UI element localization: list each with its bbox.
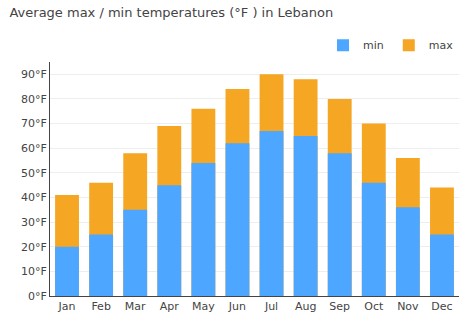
svg-text:Jan: Jan (58, 300, 76, 313)
svg-text:Jun: Jun (228, 300, 246, 313)
svg-text:Feb: Feb (91, 300, 110, 313)
svg-text:Mar: Mar (125, 300, 146, 313)
svg-text:May: May (192, 300, 215, 313)
svg-text:Average max / min temperatures: Average max / min temperatures (°F ) in … (9, 5, 333, 20)
svg-text:60°F: 60°F (21, 142, 47, 155)
svg-text:30°F: 30°F (21, 216, 47, 229)
svg-text:Oct: Oct (364, 300, 384, 313)
svg-text:20°F: 20°F (21, 241, 47, 254)
svg-text:max: max (429, 39, 453, 52)
svg-text:40°F: 40°F (21, 191, 47, 204)
svg-text:90°F: 90°F (21, 68, 47, 81)
svg-text:min: min (363, 39, 384, 52)
svg-text:Apr: Apr (160, 300, 180, 313)
svg-text:Aug: Aug (295, 300, 316, 313)
svg-text:70°F: 70°F (21, 117, 47, 130)
svg-text:Nov: Nov (397, 300, 419, 313)
svg-text:10°F: 10°F (21, 265, 47, 278)
svg-text:50°F: 50°F (21, 167, 47, 180)
svg-text:0°F: 0°F (28, 290, 47, 303)
svg-text:80°F: 80°F (21, 93, 47, 106)
svg-text:Dec: Dec (431, 300, 452, 313)
svg-text:Jul: Jul (264, 300, 278, 313)
svg-text:Sep: Sep (329, 300, 350, 313)
